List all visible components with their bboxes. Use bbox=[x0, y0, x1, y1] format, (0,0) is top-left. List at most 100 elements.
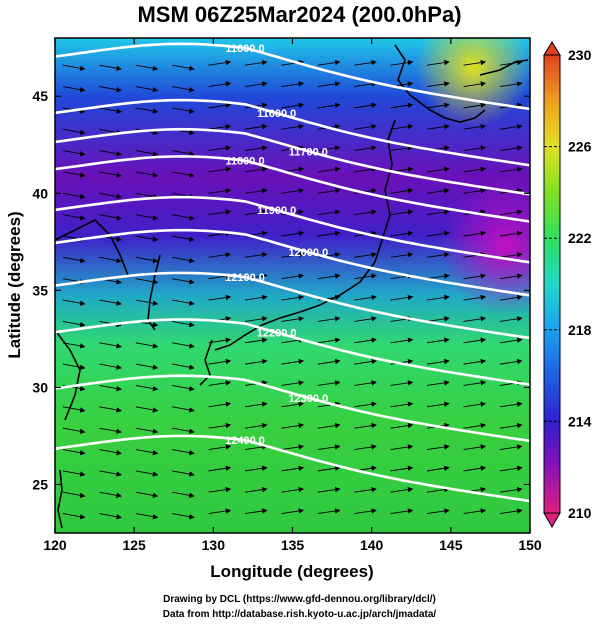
wind-arrow bbox=[62, 256, 86, 264]
wind-arrow bbox=[172, 363, 195, 370]
wind-arrow bbox=[390, 401, 414, 408]
wind-arrow bbox=[499, 294, 523, 301]
wind-arrow bbox=[135, 406, 159, 413]
wind-arrow bbox=[244, 59, 268, 66]
wind-arrow bbox=[499, 401, 523, 408]
wind-arrow bbox=[463, 166, 487, 173]
wind-arrow bbox=[390, 422, 414, 429]
contour-label: 11900.0 bbox=[257, 205, 296, 217]
wind-arrow bbox=[463, 401, 487, 408]
y-tick-label: 25 bbox=[32, 476, 48, 492]
wind-arrow bbox=[244, 444, 268, 450]
wind-arrow bbox=[499, 486, 523, 493]
wind-arrow bbox=[99, 342, 122, 349]
wind-arrow bbox=[317, 422, 341, 429]
wind-arrow bbox=[208, 337, 232, 344]
wind-arrow bbox=[499, 444, 523, 450]
y-tick-label: 35 bbox=[32, 282, 48, 298]
x-tick-label: 130 bbox=[202, 537, 226, 553]
wind-arrow bbox=[317, 465, 341, 472]
wind-arrow bbox=[354, 337, 377, 344]
colorbar-label: 214 bbox=[568, 413, 592, 429]
wind-arrow bbox=[354, 273, 377, 280]
wind-arrow bbox=[62, 427, 86, 434]
wind-arrow bbox=[208, 294, 232, 301]
wind-arrow bbox=[463, 422, 487, 429]
wind-arrow bbox=[244, 486, 268, 493]
wind-arrow bbox=[427, 294, 450, 301]
wind-arrow bbox=[135, 513, 159, 520]
wind-arrow bbox=[281, 294, 305, 301]
wind-arrow bbox=[62, 299, 86, 306]
wind-arrow bbox=[208, 145, 232, 152]
wind-arrow bbox=[172, 449, 195, 456]
wind-arrow bbox=[281, 508, 305, 515]
wind-arrow bbox=[354, 166, 377, 173]
wind-arrow bbox=[354, 209, 377, 216]
contour-label: 11700.0 bbox=[289, 146, 328, 158]
wind-arrow bbox=[244, 508, 268, 515]
wind-arrow bbox=[390, 508, 414, 515]
wind-arrow bbox=[172, 427, 195, 434]
wind-arrow bbox=[135, 449, 159, 456]
wind-arrow bbox=[208, 123, 232, 130]
wind-arrow bbox=[99, 470, 122, 477]
wind-arrow bbox=[499, 252, 523, 258]
wind-arrow bbox=[463, 59, 487, 66]
x-tick-label: 135 bbox=[281, 537, 305, 553]
wind-arrow bbox=[317, 358, 341, 365]
wind-arrow bbox=[463, 123, 487, 130]
wind-arrow bbox=[390, 465, 414, 472]
height-contour bbox=[55, 434, 530, 503]
colorbar-label: 218 bbox=[568, 322, 592, 338]
wind-arrow bbox=[463, 358, 487, 365]
wind-arrow bbox=[99, 449, 122, 456]
wind-arrow bbox=[463, 465, 487, 472]
colorbar: 230 226 222 218 214 210 bbox=[543, 41, 592, 529]
wind-arrow bbox=[208, 81, 232, 87]
wind-arrow bbox=[135, 64, 159, 71]
wind-arrow bbox=[135, 86, 159, 93]
contour-labels: 11600.0 11600.0 11700.0 11800.0 11900.0 12000… bbox=[225, 43, 328, 447]
wind-arrow bbox=[172, 150, 195, 157]
wind-arrow bbox=[427, 166, 450, 173]
wind-arrow bbox=[463, 102, 487, 109]
wind-arrow bbox=[62, 491, 86, 498]
wind-arrow bbox=[62, 214, 86, 221]
wind-arrow bbox=[354, 380, 377, 386]
wind-arrow bbox=[499, 166, 523, 173]
colorbar-label: 222 bbox=[568, 230, 592, 246]
wind-arrow bbox=[427, 81, 450, 87]
wind-arrow bbox=[463, 444, 487, 450]
wind-arrow bbox=[427, 273, 450, 280]
x-tick-label: 140 bbox=[360, 537, 384, 553]
wind-arrow bbox=[62, 406, 86, 413]
wind-arrow bbox=[135, 363, 159, 370]
height-contour bbox=[55, 42, 530, 111]
wind-arrow bbox=[499, 230, 523, 237]
contour-label: 12300.0 bbox=[288, 393, 328, 405]
wind-arrow bbox=[208, 401, 232, 408]
wind-arrow bbox=[99, 64, 122, 71]
wind-arrow bbox=[499, 145, 523, 152]
wind-arrow bbox=[244, 209, 268, 216]
wind-arrow bbox=[427, 401, 450, 408]
wind-arrow bbox=[135, 470, 159, 477]
contour-label: 12000.0 bbox=[288, 247, 328, 259]
wind-arrow bbox=[463, 380, 487, 386]
wind-arrow bbox=[208, 422, 232, 429]
wind-arrow bbox=[354, 59, 377, 66]
wind-arrow bbox=[499, 209, 523, 216]
wind-arrow bbox=[99, 363, 122, 370]
wind-arrow bbox=[427, 444, 450, 450]
wind-arrow bbox=[281, 316, 305, 322]
wind-arrow bbox=[135, 342, 159, 349]
wind-arrow bbox=[463, 294, 487, 301]
wind-arrow bbox=[427, 380, 450, 386]
wind-arrow bbox=[62, 171, 86, 178]
wind-arrow bbox=[427, 486, 450, 493]
wind-arrow bbox=[354, 508, 377, 515]
wind-arrow bbox=[62, 150, 86, 157]
wind-arrow bbox=[354, 294, 377, 301]
data-credit: Data from http://database.rish.kyoto-u.a… bbox=[162, 609, 437, 620]
